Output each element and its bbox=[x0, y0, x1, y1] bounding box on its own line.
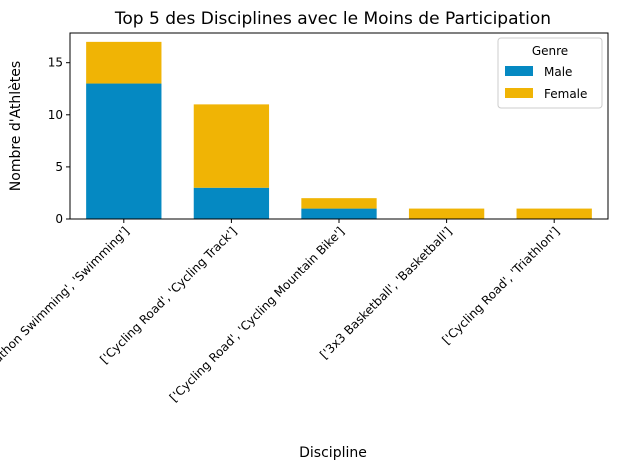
y-tick-label: 10 bbox=[48, 108, 63, 122]
bar-female-2 bbox=[301, 198, 377, 209]
plot-frame bbox=[69, 32, 609, 220]
bar-female-0 bbox=[86, 41, 162, 84]
bar-female-3 bbox=[408, 208, 485, 219]
legend: Genre Male Female bbox=[497, 37, 603, 109]
x-tick-label: ['Cycling Road', 'Triathlon'] bbox=[439, 224, 562, 347]
chart-title: Top 5 des Disciplines avec le Moins de P… bbox=[114, 9, 551, 29]
y-tick-label: 5 bbox=[55, 160, 63, 174]
x-tick-label: ['3x3 Basketball', 'Basketball'] bbox=[317, 224, 455, 362]
bar-male-2 bbox=[301, 208, 377, 219]
bar-male-0 bbox=[86, 83, 162, 219]
x-axis-label: Discipline bbox=[299, 445, 367, 461]
legend-swatch-male bbox=[505, 66, 533, 76]
y-tick-label: 0 bbox=[55, 212, 63, 226]
legend-swatch-female bbox=[505, 88, 533, 98]
legend-label-female: Female bbox=[544, 87, 587, 101]
x-tick-label: ['Marathon Swimming', 'Swimming'] bbox=[0, 224, 132, 387]
y-tick-label: 15 bbox=[48, 56, 63, 70]
bar-female-4 bbox=[516, 208, 592, 219]
y-axis-label: Nombre d'Athlètes bbox=[8, 61, 24, 191]
legend-label-male: Male bbox=[544, 65, 572, 79]
legend-title: Genre bbox=[532, 44, 568, 58]
x-tick-label: ['Cycling Road', 'Cycling Mountain Bike'… bbox=[167, 224, 347, 404]
bar-male-1 bbox=[193, 187, 270, 219]
bar-female-1 bbox=[193, 104, 270, 188]
